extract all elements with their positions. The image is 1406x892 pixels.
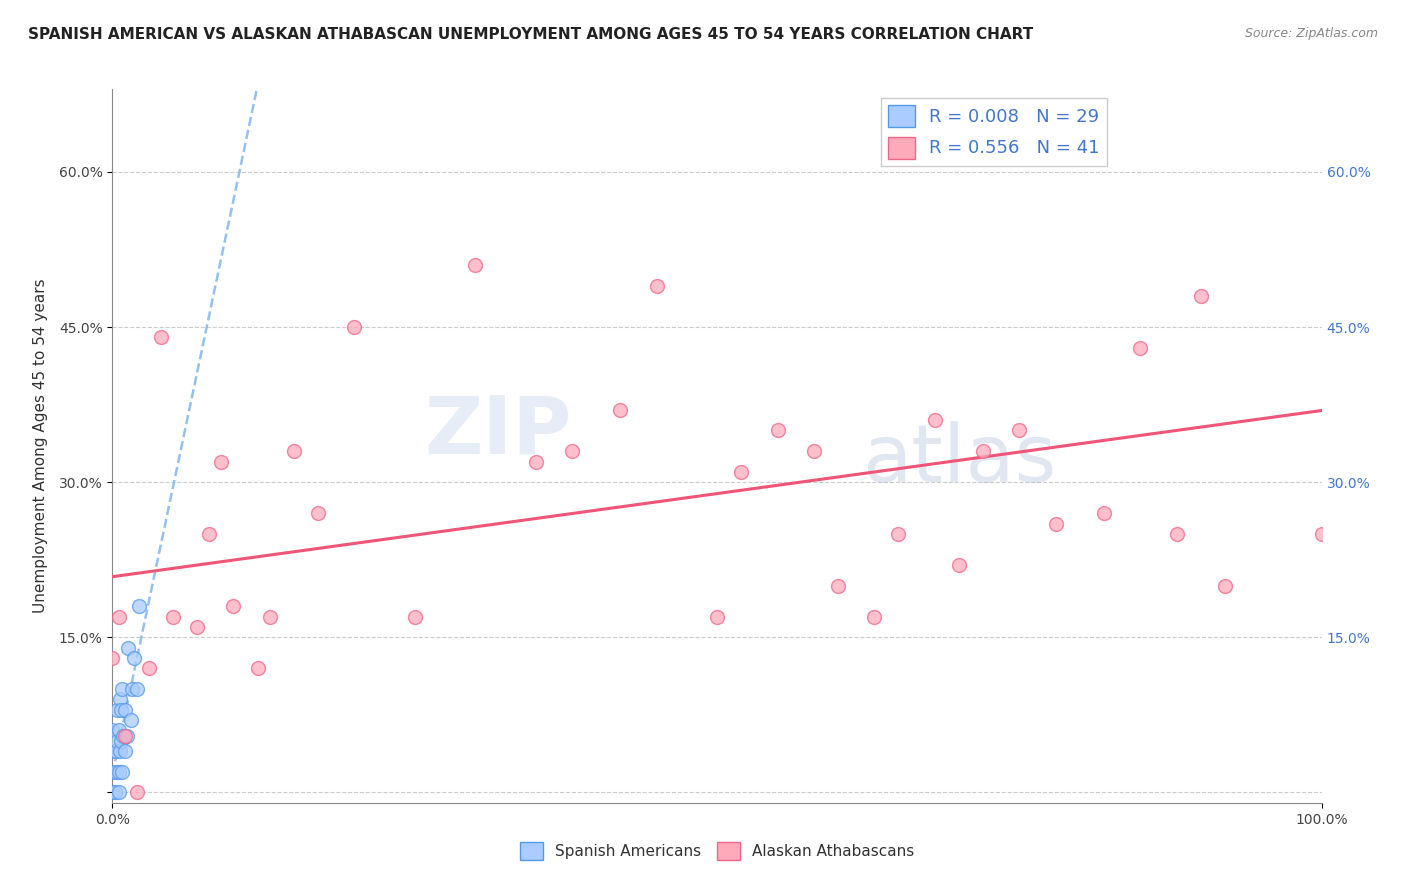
Point <box>259 609 281 624</box>
Text: Source: ZipAtlas.com: Source: ZipAtlas.com <box>1244 27 1378 40</box>
Point <box>1213 579 1236 593</box>
Point <box>404 609 426 624</box>
Text: ZIP: ZIP <box>425 392 572 471</box>
Point <box>121 681 143 696</box>
Point <box>1129 341 1152 355</box>
Point <box>115 729 138 743</box>
Point <box>972 444 994 458</box>
Point <box>464 258 486 272</box>
Point <box>107 609 129 624</box>
Point <box>107 764 129 779</box>
Point <box>128 599 150 614</box>
Point <box>186 620 208 634</box>
Point <box>948 558 970 572</box>
Point <box>766 424 789 438</box>
Point <box>105 744 128 758</box>
Point <box>222 599 245 614</box>
Point <box>112 729 135 743</box>
Point <box>827 579 849 593</box>
Point <box>108 744 131 758</box>
Point <box>1189 289 1212 303</box>
Point <box>101 764 124 779</box>
Y-axis label: Unemployment Among Ages 45 to 54 years: Unemployment Among Ages 45 to 54 years <box>32 278 48 614</box>
Point <box>122 651 145 665</box>
Point <box>1310 527 1333 541</box>
Point <box>706 609 728 624</box>
Point <box>863 609 886 624</box>
Point <box>101 785 124 799</box>
Point <box>110 703 132 717</box>
Point <box>107 723 129 738</box>
Text: SPANISH AMERICAN VS ALASKAN ATHABASCAN UNEMPLOYMENT AMONG AGES 45 TO 54 YEARS CO: SPANISH AMERICAN VS ALASKAN ATHABASCAN U… <box>28 27 1033 42</box>
Point <box>149 330 172 344</box>
Legend: Spanish Americans, Alaskan Athabascans: Spanish Americans, Alaskan Athabascans <box>515 836 920 866</box>
Point <box>101 785 124 799</box>
Point <box>924 413 946 427</box>
Point <box>887 527 910 541</box>
Point <box>101 744 124 758</box>
Point <box>246 661 269 675</box>
Point <box>120 713 142 727</box>
Point <box>111 681 134 696</box>
Point <box>198 527 221 541</box>
Point <box>125 785 148 799</box>
Point <box>105 733 128 747</box>
Point <box>107 785 129 799</box>
Point <box>101 723 124 738</box>
Point <box>209 454 232 468</box>
Point <box>108 692 131 706</box>
Point <box>114 729 136 743</box>
Text: atlas: atlas <box>862 421 1056 500</box>
Point <box>307 506 329 520</box>
Point <box>101 651 124 665</box>
Point <box>524 454 547 468</box>
Point <box>125 681 148 696</box>
Point <box>104 785 127 799</box>
Point <box>111 764 134 779</box>
Point <box>1008 424 1031 438</box>
Point <box>1092 506 1115 520</box>
Point <box>162 609 184 624</box>
Point <box>110 733 132 747</box>
Point <box>283 444 305 458</box>
Point <box>730 465 752 479</box>
Point <box>645 278 668 293</box>
Point <box>117 640 139 655</box>
Point <box>105 703 128 717</box>
Point <box>1069 145 1091 159</box>
Point <box>114 744 136 758</box>
Point <box>343 320 366 334</box>
Point <box>609 402 631 417</box>
Point <box>1166 527 1188 541</box>
Point <box>105 764 128 779</box>
Point <box>1045 516 1067 531</box>
Point <box>803 444 825 458</box>
Point <box>561 444 583 458</box>
Point <box>138 661 160 675</box>
Point <box>114 703 136 717</box>
